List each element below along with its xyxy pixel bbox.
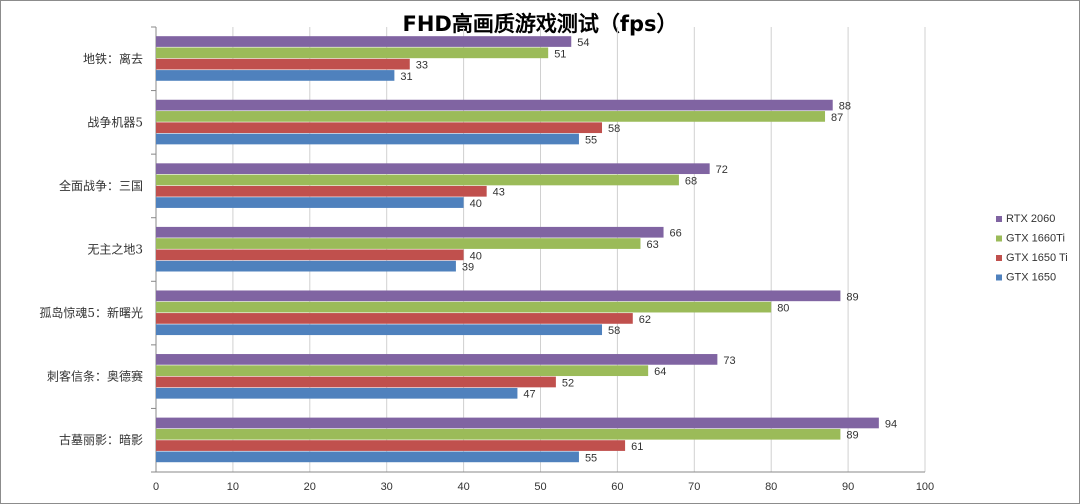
data-label: 88 [839, 101, 851, 113]
bar [156, 70, 395, 81]
x-tick-label: 100 [916, 481, 934, 493]
data-label: 31 [400, 71, 412, 83]
data-label: 89 [846, 291, 858, 303]
bar [156, 99, 833, 111]
x-tick-label: 70 [688, 481, 700, 493]
data-label: 54 [577, 37, 589, 49]
legend-label: GTX 1650 [1006, 272, 1056, 284]
legend-label: GTX 1650 Ti [1006, 252, 1068, 264]
category-label: 古墓丽影：暗影 [59, 432, 143, 447]
category-label: 全面战争：三国 [59, 178, 143, 193]
data-label: 63 [646, 239, 658, 251]
bar [156, 238, 641, 249]
bar [156, 163, 710, 175]
category-label: 地铁：离去 [83, 51, 143, 66]
x-tick-label: 10 [227, 481, 239, 493]
bar [156, 174, 679, 186]
data-label: 89 [846, 430, 858, 442]
data-label: 66 [670, 228, 682, 240]
data-label: 43 [493, 187, 505, 199]
bar [156, 301, 772, 313]
x-tick-label: 90 [842, 481, 854, 493]
bar [156, 226, 664, 238]
bar [156, 58, 410, 70]
data-label: 55 [585, 452, 597, 464]
bar [156, 365, 649, 377]
bar [156, 376, 556, 388]
bar [156, 313, 633, 324]
x-tick-label: 0 [153, 481, 159, 493]
bar [156, 36, 572, 47]
bar [156, 260, 456, 272]
bar [156, 111, 826, 122]
bar [156, 197, 464, 208]
x-tick-label: 40 [457, 481, 469, 493]
category-label: 战争机器5 [87, 115, 143, 129]
bar [156, 133, 579, 145]
data-label: 47 [523, 389, 535, 401]
data-label: 62 [639, 314, 651, 326]
x-tick-label: 20 [304, 481, 316, 493]
data-label: 33 [416, 60, 428, 72]
x-tick-label: 50 [534, 481, 546, 493]
legend-swatch [996, 274, 1002, 281]
bar [156, 185, 487, 197]
bar [156, 47, 549, 59]
data-label: 72 [716, 164, 728, 176]
bar [156, 440, 626, 451]
data-label: 58 [608, 325, 620, 337]
data-label: 61 [631, 441, 643, 453]
x-tick-label: 80 [765, 481, 777, 493]
data-label: 52 [562, 377, 574, 389]
category-label: 无主之地3 [87, 243, 143, 257]
bar [156, 428, 841, 440]
data-label: 55 [585, 134, 597, 146]
legend-label: RTX 2060 [1006, 213, 1055, 225]
bar [156, 354, 718, 365]
bar [156, 122, 603, 134]
bar [156, 290, 841, 302]
bar [156, 324, 603, 336]
data-label: 80 [777, 303, 789, 315]
category-label: 孤岛惊魂5：新曙光 [39, 305, 143, 320]
bar [156, 387, 518, 399]
data-label: 73 [723, 355, 735, 367]
legend-swatch [996, 235, 1002, 242]
data-label: 40 [470, 198, 482, 210]
bar [156, 451, 579, 463]
bar [156, 249, 464, 261]
category-label: 刺客信条：奥德赛 [47, 369, 143, 384]
data-label: 64 [654, 366, 666, 378]
data-label: 58 [608, 123, 620, 135]
data-label: 39 [462, 262, 474, 274]
data-label: 87 [831, 112, 843, 124]
data-label: 68 [685, 175, 697, 187]
x-tick-label: 60 [611, 481, 623, 493]
bar [156, 417, 879, 429]
legend-swatch [996, 255, 1002, 261]
data-label: 94 [885, 418, 897, 430]
data-label: 51 [554, 48, 566, 60]
data-label: 40 [470, 250, 482, 262]
legend-label: GTX 1660Ti [1006, 233, 1065, 245]
legend-swatch [996, 216, 1002, 222]
x-tick-label: 30 [381, 481, 393, 493]
